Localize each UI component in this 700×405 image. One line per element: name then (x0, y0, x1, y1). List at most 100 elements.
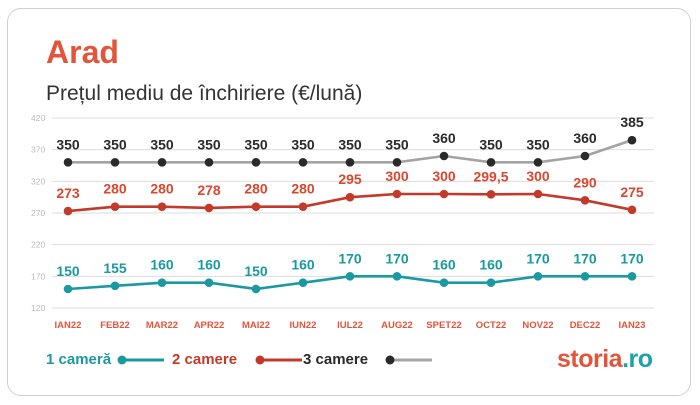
x-tick-label: IUN22 (290, 320, 317, 331)
data-label: 360 (573, 130, 597, 146)
data-label: 300 (432, 168, 456, 184)
data-label: 160 (197, 257, 221, 273)
data-label: 350 (291, 136, 315, 152)
data-point (439, 189, 449, 199)
data-point (251, 158, 261, 167)
data-point (110, 281, 120, 291)
legend-marker-2-camere (255, 355, 302, 365)
data-labels: 150 155 160 160 150 160 170 170 160 160 170 170 170 2… (56, 114, 644, 279)
data-point (345, 158, 355, 167)
data-point (298, 278, 308, 287)
data-point (392, 189, 402, 199)
x-tick-label: IAN22 (55, 320, 82, 331)
y-tick-label: 320 (31, 176, 45, 186)
data-label: 160 (150, 257, 174, 273)
y-tick-label: 270 (31, 208, 45, 218)
x-tick-label: SPET22 (426, 320, 461, 331)
data-point (439, 278, 449, 287)
data-label: 350 (479, 136, 503, 152)
data-label: 278 (197, 182, 221, 198)
data-label: 350 (56, 136, 80, 152)
data-point (580, 151, 590, 161)
data-label: 350 (244, 136, 268, 152)
data-label: 170 (338, 250, 362, 266)
data-label: 160 (432, 257, 456, 273)
data-point (298, 158, 308, 167)
data-label: 350 (103, 136, 127, 152)
legend-label-2-camere: 2 camere (172, 351, 238, 368)
data-label: 170 (526, 250, 550, 266)
data-label: 280 (244, 181, 268, 197)
page-title: Arad (46, 34, 119, 70)
data-point (110, 202, 120, 211)
data-point (204, 278, 214, 287)
data-label: 290 (573, 174, 597, 190)
data-point (439, 151, 449, 161)
data-point (580, 196, 590, 205)
data-point (486, 158, 496, 167)
data-label: 350 (197, 136, 221, 152)
data-point (580, 272, 590, 281)
y-tick-label: 420 (31, 113, 45, 123)
data-point (627, 272, 637, 281)
y-tick-label: 120 (31, 303, 45, 313)
data-label: 155 (103, 260, 127, 276)
data-point (392, 272, 402, 281)
x-tick-label: OCT22 (476, 320, 507, 331)
data-point (392, 158, 402, 167)
legend-marker-3-camere (385, 355, 432, 365)
y-tick-label: 370 (31, 145, 45, 155)
data-label: 160 (479, 257, 503, 273)
legend-label-3-camere: 3 camere (303, 351, 369, 368)
data-point (157, 278, 167, 287)
series-lines (63, 135, 637, 294)
data-label: 299,5 (473, 168, 508, 184)
data-label: 350 (526, 136, 550, 152)
x-tick-label: IUL22 (337, 320, 363, 331)
x-tick-label: FEB22 (100, 320, 130, 331)
data-point (345, 192, 355, 202)
x-tick-label: AUG22 (381, 320, 413, 331)
logo-text-ro: .ro (622, 345, 653, 373)
legend-label-1-camera: 1 cameră (46, 351, 112, 368)
data-point (63, 284, 73, 294)
data-point (110, 158, 120, 167)
chart-card (7, 8, 691, 396)
logo-text-storia: storia (557, 345, 623, 373)
x-tick-label: NOV22 (522, 320, 553, 331)
x-tick-label: DEC22 (570, 320, 601, 331)
x-axis-ticks: IAN22 FEB22 MAR22 APR22 MAI22 IUN22 IUL22 AUG22… (55, 320, 646, 331)
y-tick-label: 220 (31, 240, 45, 250)
data-point (627, 135, 637, 145)
data-label: 300 (526, 168, 550, 184)
data-point (157, 158, 167, 167)
x-tick-label: MAR22 (146, 320, 178, 331)
data-point (345, 272, 355, 281)
data-label: 273 (56, 185, 80, 201)
data-label: 385 (620, 114, 644, 130)
data-point (627, 205, 637, 215)
data-label: 300 (385, 168, 409, 184)
data-label: 280 (150, 181, 174, 197)
data-point (533, 272, 543, 281)
x-tick-label: MAI22 (242, 320, 270, 331)
data-point (486, 190, 496, 199)
data-label: 295 (338, 171, 362, 187)
data-label: 280 (291, 181, 315, 197)
data-point (298, 202, 308, 211)
y-axis-ticks: 420 370 320 270 220 170 120 (31, 113, 45, 313)
data-label: 350 (385, 136, 409, 152)
data-point (251, 284, 261, 294)
data-point (157, 202, 167, 211)
y-tick-label: 170 (31, 271, 45, 281)
data-label: 170 (385, 250, 409, 266)
data-label: 150 (56, 263, 80, 279)
data-label: 160 (291, 257, 315, 273)
data-label: 150 (244, 263, 268, 279)
x-tick-label: IAN23 (619, 320, 646, 331)
data-point (486, 278, 496, 287)
legend-marker-1-camera (117, 355, 164, 365)
data-label: 350 (150, 136, 174, 152)
data-label: 170 (573, 250, 597, 266)
data-point (63, 158, 73, 167)
